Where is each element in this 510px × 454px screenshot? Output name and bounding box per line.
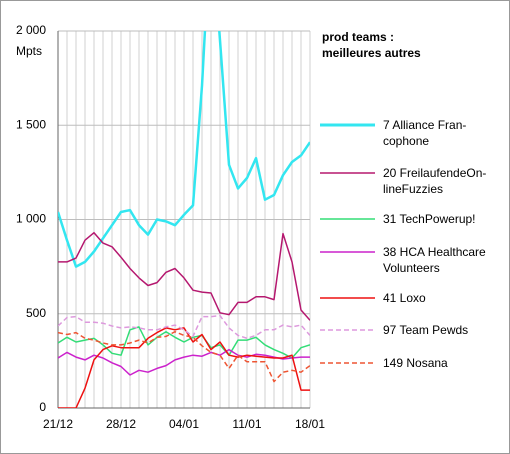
legend-label: 41 Loxo <box>383 291 426 305</box>
y-tick-label: 2 000 <box>16 23 46 37</box>
x-tick-label: 04/01 <box>169 417 199 431</box>
y-tick-label: 500 <box>26 306 46 320</box>
x-tick-label: 18/01 <box>295 417 325 431</box>
legend-label: 20 FreilaufendeOn- lineFuzzies <box>383 166 487 196</box>
y-tick-label: 1 000 <box>16 212 46 226</box>
plot-area <box>58 31 310 408</box>
legend-title: prod teams : meilleures autres <box>322 30 421 60</box>
legend-label: 149 Nosana <box>383 356 448 370</box>
x-tick-label: 11/01 <box>232 417 261 431</box>
y-axis-label: Mpts <box>16 44 42 58</box>
legend-label: 97 Team Pewds <box>383 323 469 337</box>
series-line <box>58 314 310 340</box>
series-line <box>58 330 310 383</box>
legend-label: 7 Alliance Fran- cophone <box>383 118 467 148</box>
legend-label: 31 TechPowerup! <box>383 212 476 226</box>
legend-label: 38 HCA Healthcare Volunteers <box>383 245 486 275</box>
x-tick-label: 21/12 <box>43 417 73 431</box>
y-tick-label: 1 500 <box>16 117 46 131</box>
series-line <box>58 348 310 376</box>
series-line <box>58 31 310 268</box>
series-line <box>58 231 310 321</box>
y-tick-label: 0 <box>39 400 46 414</box>
x-tick-label: 28/12 <box>106 417 136 431</box>
series-line <box>58 327 310 408</box>
